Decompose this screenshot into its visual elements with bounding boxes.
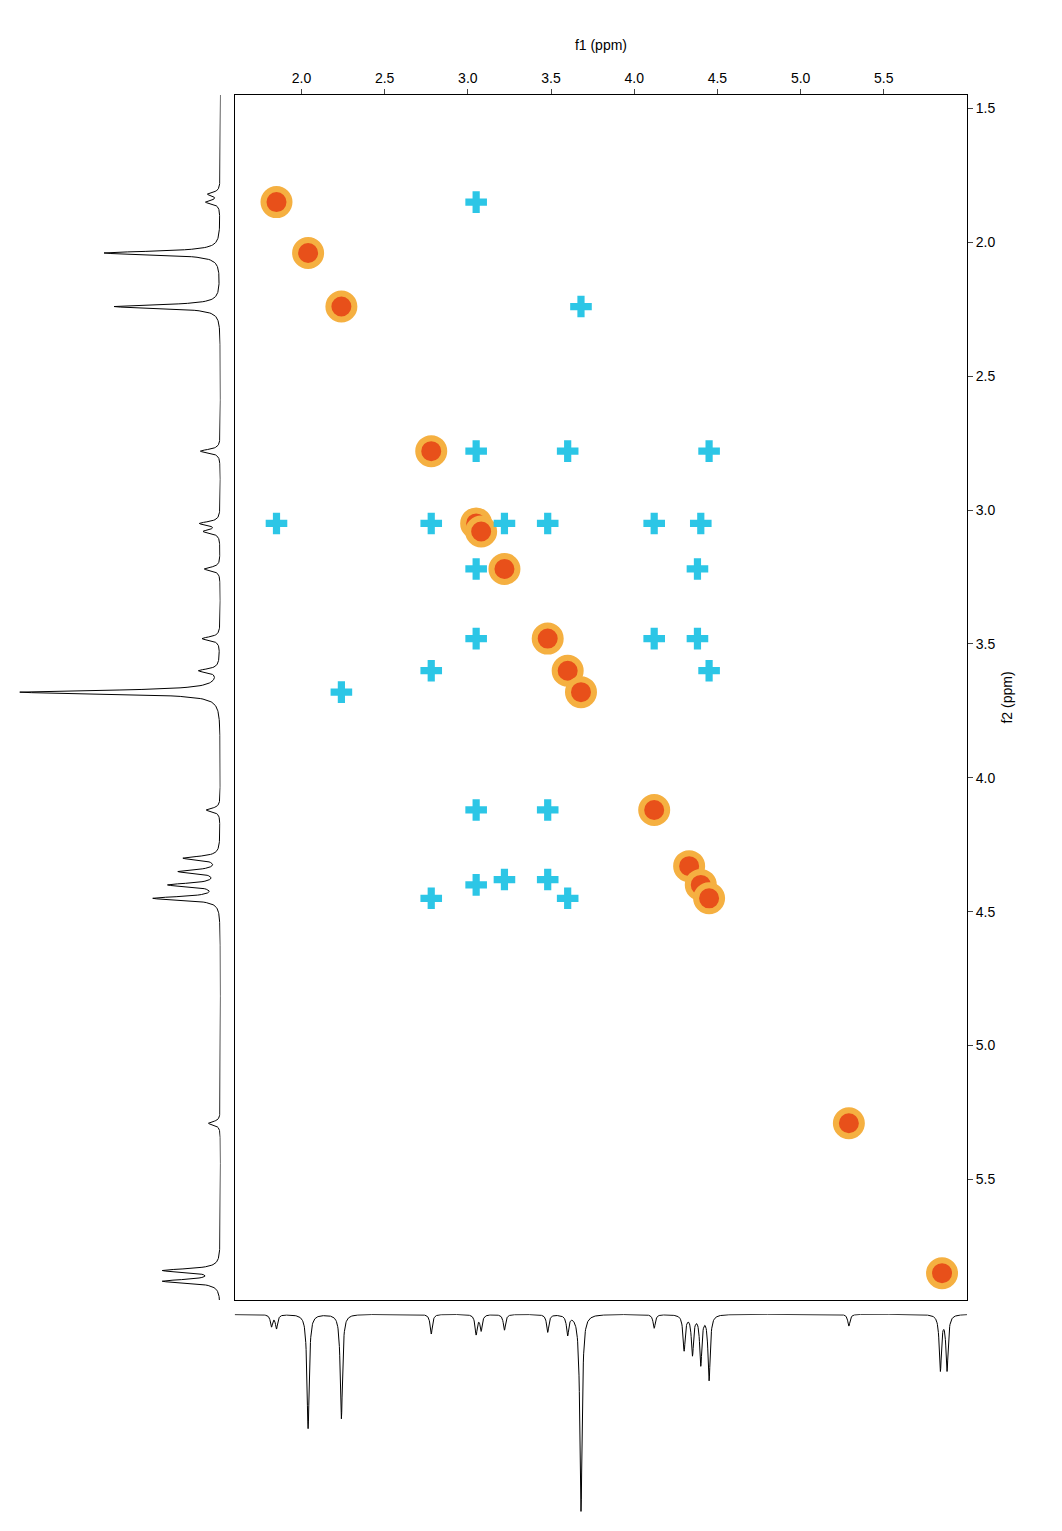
svg-text:4.0: 4.0 (976, 770, 996, 786)
svg-text:5.5: 5.5 (874, 70, 894, 86)
svg-text:2.0: 2.0 (976, 234, 996, 250)
svg-text:2.0: 2.0 (292, 70, 312, 86)
svg-text:5.0: 5.0 (791, 70, 811, 86)
svg-text:5.5: 5.5 (976, 1171, 996, 1187)
svg-text:4.5: 4.5 (976, 904, 996, 920)
svg-text:4.0: 4.0 (624, 70, 644, 86)
svg-text:3.5: 3.5 (541, 70, 561, 86)
svg-text:f1 (ppm): f1 (ppm) (575, 37, 627, 53)
svg-text:2.5: 2.5 (976, 368, 996, 384)
svg-text:f2 (ppm): f2 (ppm) (999, 671, 1015, 723)
svg-text:1.5: 1.5 (976, 100, 996, 116)
svg-text:3.5: 3.5 (976, 636, 996, 652)
svg-text:2.5: 2.5 (375, 70, 395, 86)
svg-text:4.5: 4.5 (708, 70, 728, 86)
svg-text:3.0: 3.0 (976, 502, 996, 518)
svg-text:5.0: 5.0 (976, 1037, 996, 1053)
svg-text:3.0: 3.0 (458, 70, 478, 86)
